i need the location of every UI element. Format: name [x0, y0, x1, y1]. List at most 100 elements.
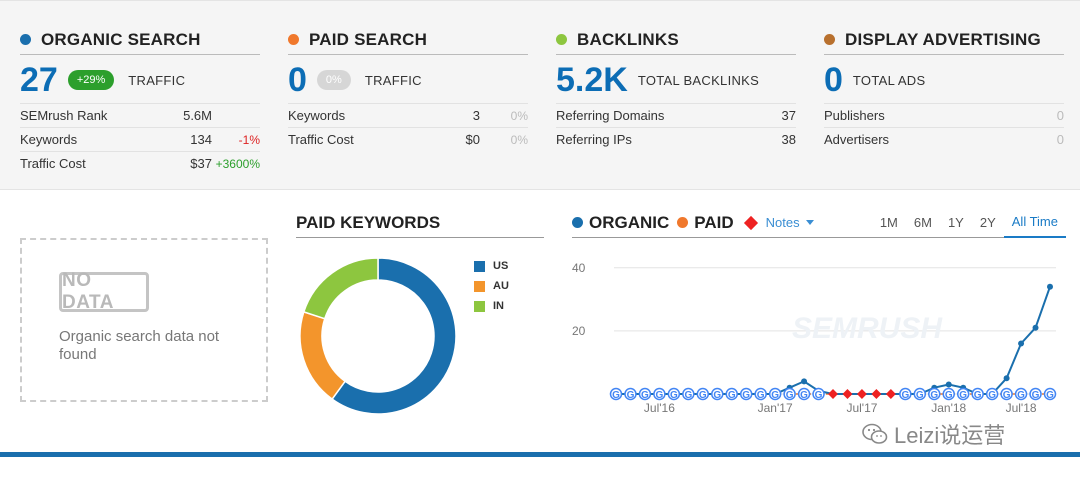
google-update-icon[interactable]: G	[609, 387, 623, 402]
y-tick-label: 40	[572, 261, 586, 275]
paid-dot-icon	[288, 34, 299, 45]
no-data-message: Organic search data not found	[59, 328, 220, 363]
row-value[interactable]: $37	[190, 156, 212, 171]
svg-text:G: G	[742, 390, 750, 401]
paid-search-panel: PAID SEARCH 0 0% TRAFFIC Keywords 3 0% T…	[288, 25, 528, 151]
panel-title[interactable]: DISPLAY ADVERTISING	[845, 29, 1041, 49]
wechat-watermark: Leizi说运营	[862, 418, 1005, 450]
google-update-icon[interactable]: G	[985, 387, 999, 402]
panel-header: BACKLINKS	[556, 25, 796, 55]
paid-keywords-title[interactable]: PAID KEYWORDS	[296, 208, 544, 238]
svg-text:G: G	[1003, 390, 1011, 401]
donut-slice-in[interactable]	[302, 257, 379, 320]
google-update-icon[interactable]: G	[928, 387, 941, 402]
organic-dot-icon	[572, 217, 583, 228]
range-2y[interactable]: 2Y	[979, 215, 996, 230]
organic-point[interactable]	[1032, 324, 1039, 331]
trend-badge: +29%	[67, 70, 115, 90]
donut-legend: US AU IN	[474, 256, 509, 316]
range-6m[interactable]: 6M	[913, 215, 932, 230]
organic-point[interactable]	[945, 381, 952, 388]
google-update-icon[interactable]: G	[956, 387, 970, 402]
google-update-icon[interactable]: G	[682, 387, 695, 402]
x-tick-label: Jan'18	[931, 401, 966, 415]
row-value[interactable]: 3	[472, 108, 480, 123]
donut-slice-au[interactable]	[299, 310, 347, 401]
range-all-time[interactable]: All Time	[1003, 208, 1066, 238]
row-value[interactable]: 5.6M	[183, 108, 212, 123]
google-update-icon[interactable]: G	[812, 387, 825, 402]
google-update-icon[interactable]: G	[638, 387, 652, 402]
row-value[interactable]: 37	[781, 108, 796, 123]
row-value[interactable]: $0	[465, 132, 480, 147]
row-label: SEMrush Rank	[20, 108, 108, 123]
google-update-icon[interactable]: G	[797, 387, 811, 402]
svg-text:G: G	[728, 390, 736, 401]
swatch-icon	[474, 300, 485, 312]
panel-title[interactable]: BACKLINKS	[577, 29, 679, 49]
donut-slice-us[interactable]	[331, 257, 457, 415]
google-update-icon[interactable]: G	[754, 387, 767, 402]
google-update-icon[interactable]: G	[667, 387, 681, 402]
legend-paid[interactable]: PAID	[677, 213, 734, 233]
backlinks-dot-icon	[556, 34, 567, 45]
legend-organic[interactable]: ORGANIC	[572, 213, 669, 233]
trend-badge: 0%	[316, 70, 351, 90]
note-marker[interactable]	[842, 389, 853, 399]
range-1m[interactable]: 1M	[879, 215, 898, 230]
google-update-icon[interactable]: G	[653, 387, 666, 402]
svg-text:G: G	[1017, 390, 1025, 401]
organic-traffic-value[interactable]: 27	[20, 60, 58, 99]
google-update-icon[interactable]: G	[1014, 387, 1028, 402]
google-update-icon[interactable]: G	[624, 387, 637, 402]
organic-point[interactable]	[801, 378, 808, 385]
display-advertising-panel: DISPLAY ADVERTISING 0 TOTAL ADS Publishe…	[824, 25, 1064, 151]
google-update-icon[interactable]: G	[1000, 387, 1013, 402]
paid-traffic-value[interactable]: 0	[288, 60, 307, 99]
svg-text:G: G	[684, 390, 692, 401]
traffic-label: TRAFFIC	[128, 72, 186, 88]
note-marker[interactable]	[885, 389, 896, 399]
panel-title[interactable]: PAID SEARCH	[309, 29, 428, 49]
notes-dropdown[interactable]: Notes	[742, 215, 814, 230]
stat-row: Referring IPs 38	[556, 127, 796, 151]
panel-title[interactable]: ORGANIC SEARCH	[41, 29, 201, 49]
range-selector: 1M 6M 1Y 2Y All Time	[872, 208, 1066, 238]
organic-point[interactable]	[1018, 340, 1025, 347]
organic-point[interactable]	[1047, 283, 1053, 290]
row-delta: 0%	[510, 132, 528, 147]
google-update-icon[interactable]: G	[739, 387, 753, 402]
google-update-icon[interactable]: G	[768, 387, 782, 402]
google-update-icon[interactable]: G	[696, 387, 710, 402]
organic-point[interactable]	[1003, 375, 1010, 382]
google-update-icon[interactable]: G	[971, 387, 984, 402]
row-value[interactable]: 38	[781, 132, 796, 147]
stat-row: Traffic Cost $0 0%	[288, 127, 528, 151]
legend-label: US	[493, 260, 509, 272]
google-update-icon[interactable]: G	[783, 387, 796, 402]
legend-item-us[interactable]: US	[474, 256, 509, 276]
note-marker[interactable]	[871, 389, 882, 399]
legend-item-au[interactable]: AU	[474, 276, 509, 296]
range-1y[interactable]: 1Y	[947, 215, 964, 230]
ads-label: TOTAL ADS	[852, 72, 926, 88]
stat-row: Referring Domains 37	[556, 103, 796, 127]
row-value: 0	[1056, 132, 1064, 147]
google-update-icon[interactable]: G	[711, 387, 724, 402]
note-marker[interactable]	[828, 389, 838, 399]
legend-item-in[interactable]: IN	[474, 296, 509, 316]
google-update-icon[interactable]: G	[913, 387, 927, 402]
svg-text:G: G	[641, 390, 649, 401]
svg-text:G: G	[757, 390, 765, 401]
total-ads-value[interactable]: 0	[824, 60, 843, 99]
row-value[interactable]: 134	[190, 132, 212, 147]
google-update-icon[interactable]: G	[1029, 387, 1042, 402]
google-update-icon[interactable]: G	[942, 387, 955, 402]
note-marker[interactable]	[856, 389, 867, 399]
total-backlinks-value[interactable]: 5.2K	[556, 60, 628, 99]
svg-text:G: G	[670, 390, 678, 401]
google-update-icon[interactable]: G	[899, 387, 912, 402]
legend-label: AU	[493, 280, 509, 292]
google-update-icon[interactable]: G	[725, 387, 738, 402]
google-update-icon[interactable]: G	[1043, 387, 1057, 402]
